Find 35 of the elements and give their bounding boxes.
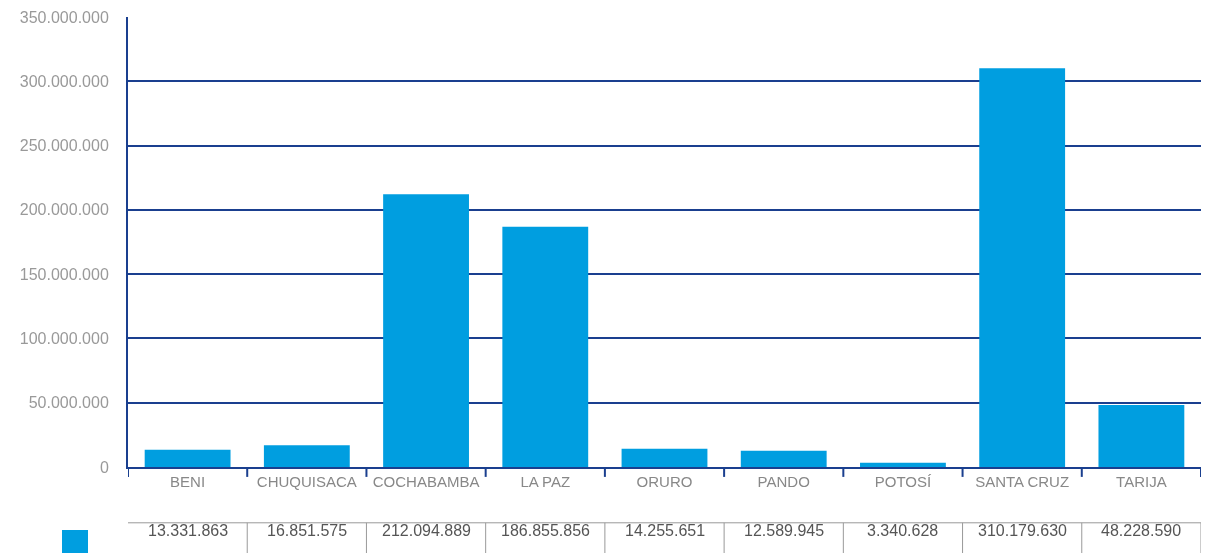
- data-label: 186.855.856: [501, 522, 591, 539]
- bar: [860, 462, 946, 467]
- data-label: 16.851.575: [267, 522, 348, 539]
- y-tick-label: 50.000.000: [28, 394, 109, 412]
- data-label: 48.228.590: [1101, 522, 1182, 539]
- data-label: 13.331.863: [148, 522, 229, 539]
- x-tick-label: CHUQUISACA: [256, 473, 357, 490]
- x-tick-label: POTOSÍ: [874, 473, 932, 490]
- y-tick-label: 300.000.000: [19, 72, 109, 90]
- x-tick-label: LA PAZ: [520, 473, 571, 490]
- x-tick-label: PANDO: [757, 473, 810, 490]
- y-tick-label: 250.000.000: [19, 137, 109, 155]
- data-label: 14.255.651: [625, 522, 706, 539]
- bar: [1098, 404, 1185, 467]
- x-tick-label: COCHABAMBA: [372, 473, 480, 490]
- x-tick-label: TARIJA: [1116, 473, 1167, 490]
- data-label: 310.179.630: [978, 522, 1068, 539]
- y-tick-label: 350.000.000: [19, 8, 109, 26]
- x-tick-label: BENI: [170, 473, 206, 490]
- bar: [144, 449, 231, 467]
- y-tick-label: 150.000.000: [19, 265, 109, 283]
- bar: [502, 226, 589, 467]
- x-tick-label: ORURO: [636, 473, 693, 490]
- bar: [263, 445, 350, 467]
- data-label: 212.094.889: [382, 522, 472, 539]
- y-tick-label: 100.000.000: [19, 330, 109, 348]
- y-tick-label: 200.000.000: [19, 201, 109, 219]
- data-label: 3.340.628: [867, 522, 939, 539]
- x-tick-label: SANTA CRUZ: [975, 473, 1070, 490]
- y-tick-label: 0: [99, 458, 109, 476]
- bar: [979, 68, 1066, 467]
- bar: [383, 194, 469, 467]
- data-label: 12.589.945: [744, 522, 825, 539]
- bar: [740, 450, 827, 467]
- bar: [621, 448, 708, 467]
